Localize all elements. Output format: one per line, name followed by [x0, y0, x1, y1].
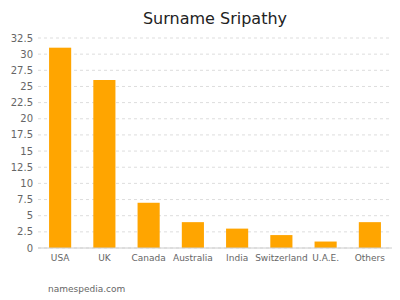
bar [359, 222, 381, 248]
bar [138, 203, 160, 248]
bar [93, 80, 115, 248]
chart-svg: Surname Sripathy 0 2.5 5 7.5 10 12.5 15 17.5 20 22… [0, 0, 400, 300]
grid [38, 38, 392, 248]
y-tick-label: 7.5 [17, 194, 33, 205]
y-axis: 0 2.5 5 7.5 10 12.5 15 17.5 20 22.5 25 27.5 30 32.5 [11, 33, 33, 254]
y-tick-label: 30 [20, 49, 33, 60]
y-tick-label: 0 [27, 243, 33, 254]
x-tick-label: Canada [132, 253, 166, 263]
grid-line [38, 134, 392, 135]
y-tick-label: 2.5 [17, 226, 33, 237]
y-tick-label: 12.5 [11, 162, 33, 173]
bar [49, 48, 71, 248]
grid-line [38, 38, 392, 39]
grid-line [38, 183, 392, 184]
title: Surname Sripathy [143, 9, 287, 28]
y-tick-label: 10 [20, 178, 33, 189]
bar [270, 235, 292, 248]
page: {"chart_data": {"type": "bar", "title": … [0, 0, 400, 300]
watermark: namespedia.com [48, 284, 125, 294]
grid-line [38, 215, 392, 216]
bar [226, 229, 248, 248]
x-tick-label: U.A.E. [312, 253, 339, 263]
x-tick-label: USA [51, 253, 70, 263]
grid-line [38, 102, 392, 103]
y-tick-label: 27.5 [11, 65, 33, 76]
bar [315, 242, 337, 248]
y-tick-label: 25 [20, 81, 33, 92]
x-tick-label: India [226, 253, 248, 263]
y-tick-label: 17.5 [11, 129, 33, 140]
grid-line [38, 54, 392, 55]
grid-line [38, 118, 392, 119]
grid-line [38, 86, 392, 87]
x-axis: USA UK Canada Australia India Switzerland U.A.… [38, 248, 392, 263]
y-tick-label: 20 [20, 113, 33, 124]
x-tick-label: UK [98, 253, 112, 263]
grid-line [38, 70, 392, 71]
x-axis-line [38, 248, 392, 249]
bar [182, 222, 204, 248]
grid-line [38, 231, 392, 232]
grid-line [38, 167, 392, 168]
grid-line [38, 151, 392, 152]
bars [49, 48, 381, 248]
grid-line [38, 248, 392, 249]
y-tick-label: 15 [20, 146, 33, 157]
y-tick-label: 5 [27, 210, 33, 221]
y-tick-label: 32.5 [11, 33, 33, 44]
y-tick-label: 22.5 [11, 97, 33, 108]
grid-line [38, 199, 392, 200]
x-tick-label: Switzerland [255, 253, 308, 263]
chart-container: Surname Sripathy 0 2.5 5 7.5 10 12.5 15 17.5 20 22… [0, 0, 400, 300]
x-tick-label: Australia [173, 253, 213, 263]
x-tick-label: Others [355, 253, 386, 263]
